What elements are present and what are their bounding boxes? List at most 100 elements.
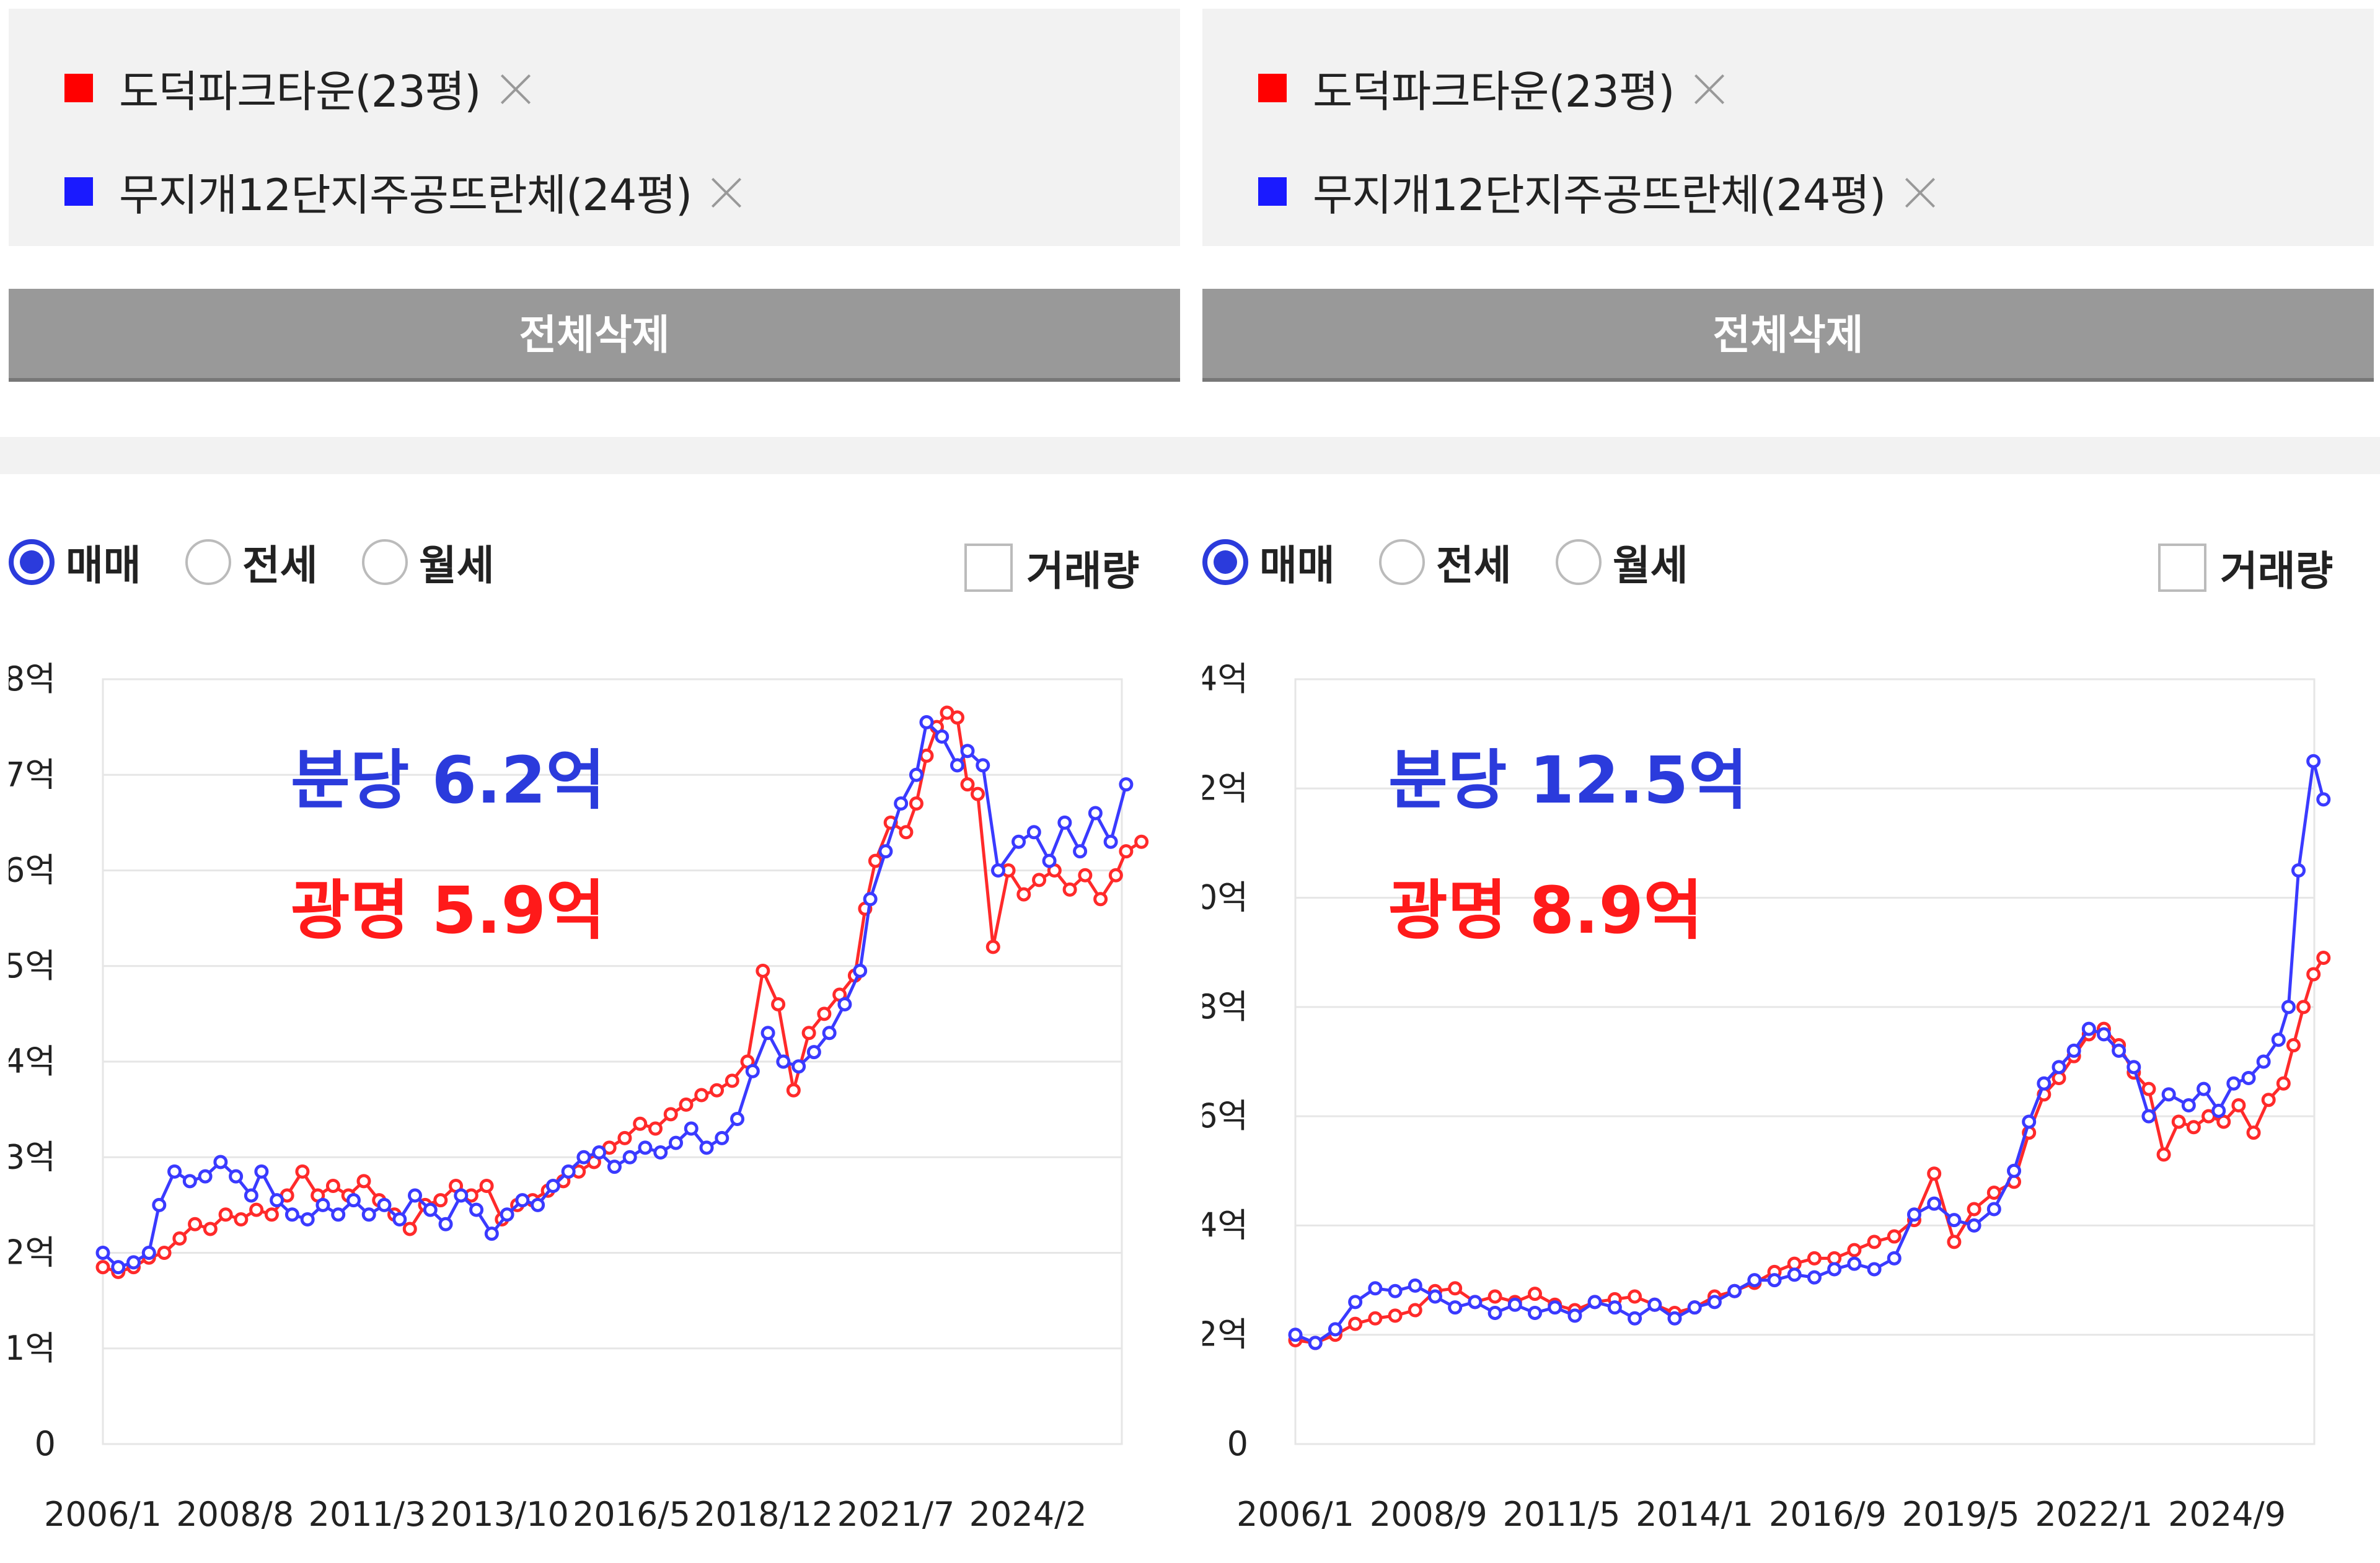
data-point xyxy=(2306,967,2321,982)
data-point xyxy=(213,1155,228,1169)
y-tick-label: 5억 xyxy=(9,946,56,985)
radio-icon[interactable] xyxy=(1379,539,1425,585)
checkbox-icon[interactable] xyxy=(964,544,1013,592)
remove-icon[interactable] xyxy=(1691,69,1728,107)
delete-all-button[interactable]: 전체삭제 xyxy=(9,289,1180,382)
data-point xyxy=(801,1026,816,1041)
data-point xyxy=(617,1130,632,1145)
data-point xyxy=(894,796,909,811)
legend-label: 무지개12단지주공뜨란체(24평) xyxy=(1313,169,1886,221)
radio-sale[interactable]: 매매 xyxy=(9,528,141,596)
data-point xyxy=(1073,844,1088,859)
data-point xyxy=(771,997,786,1011)
volume-checkbox[interactable]: 거래량 xyxy=(2158,538,2333,597)
radio-monthly[interactable]: 월세 xyxy=(362,528,494,596)
radio-jeonse[interactable]: 전세 xyxy=(1379,528,1511,596)
remove-icon[interactable] xyxy=(497,69,534,107)
data-point xyxy=(991,863,1006,878)
radio-selected-icon[interactable] xyxy=(9,539,55,585)
y-tick-label: 7억 xyxy=(9,755,56,794)
radio-sale[interactable]: 매매 xyxy=(1202,528,1334,596)
data-point xyxy=(2141,1081,2156,1096)
data-point xyxy=(2276,1076,2291,1091)
data-point xyxy=(1078,868,1093,883)
data-point xyxy=(1119,777,1134,792)
data-point xyxy=(1088,806,1103,821)
data-point xyxy=(2037,1076,2052,1091)
radio-monthly[interactable]: 월세 xyxy=(1556,528,1688,596)
data-point xyxy=(1062,882,1077,897)
data-point xyxy=(868,853,883,868)
data-point xyxy=(1408,1278,1422,1293)
annotation-label: 분당 12.5억 xyxy=(1388,742,1748,818)
data-point xyxy=(1827,1262,1842,1277)
data-point xyxy=(976,758,990,773)
radio-label: 전세 xyxy=(1436,542,1512,589)
data-point xyxy=(653,1145,668,1160)
radio-label: 매매 xyxy=(1259,542,1335,589)
delete-all-button[interactable]: 전체삭제 xyxy=(1202,289,2374,382)
data-point xyxy=(2127,1060,2141,1075)
data-point xyxy=(270,1193,284,1208)
x-tick-label: 2018/12 xyxy=(694,1495,833,1534)
data-point xyxy=(791,1059,806,1074)
data-point xyxy=(95,1246,110,1260)
data-point xyxy=(1368,1311,1383,1326)
radio-icon[interactable] xyxy=(185,539,231,585)
y-tick-label: 4억 xyxy=(9,1042,56,1081)
data-point xyxy=(1011,834,1026,849)
radio-label: 월세 xyxy=(419,542,495,589)
legend-label: 도덕파크타운(23평) xyxy=(1313,66,1675,117)
y-tick-label: 8억 xyxy=(1202,987,1248,1026)
data-point xyxy=(919,748,934,763)
data-point xyxy=(1468,1295,1483,1310)
radio-icon[interactable] xyxy=(362,539,408,585)
data-point xyxy=(515,1193,530,1208)
data-point xyxy=(1348,1316,1363,1331)
data-point xyxy=(188,1217,203,1231)
data-point xyxy=(1906,1207,1921,1222)
data-point xyxy=(1767,1273,1782,1288)
data-point xyxy=(218,1207,233,1222)
data-point xyxy=(1727,1283,1742,1298)
y-tick-label: 6억 xyxy=(9,851,56,890)
data-point xyxy=(837,997,852,1011)
data-point xyxy=(2181,1098,2196,1113)
data-point xyxy=(960,777,975,792)
x-tick-label: 2021/7 xyxy=(837,1495,954,1534)
data-point xyxy=(2316,951,2331,966)
volume-label: 거래량 xyxy=(1026,547,1140,595)
data-point xyxy=(229,1169,244,1184)
data-point xyxy=(1057,815,1072,830)
data-point xyxy=(1986,1202,2001,1217)
data-point xyxy=(1032,873,1047,887)
data-point xyxy=(607,1160,622,1174)
data-point xyxy=(684,1121,699,1136)
data-point xyxy=(950,758,964,773)
data-point xyxy=(1887,1229,1902,1244)
annotation-label: 분당 6.2억 xyxy=(291,742,605,818)
data-point xyxy=(2246,1125,2261,1140)
radio-jeonse[interactable]: 전세 xyxy=(185,528,317,596)
y-tick-label: 0 xyxy=(35,1424,56,1463)
data-point xyxy=(1108,868,1123,883)
data-point xyxy=(1887,1251,1902,1266)
radio-icon[interactable] xyxy=(1556,539,1602,585)
data-point xyxy=(244,1188,258,1203)
data-point xyxy=(1368,1281,1383,1296)
volume-label: 거래량 xyxy=(2220,547,2334,595)
data-point xyxy=(633,1116,648,1131)
checkbox-icon[interactable] xyxy=(2158,544,2206,592)
radio-selected-icon[interactable] xyxy=(1202,539,1248,585)
data-point xyxy=(1408,1303,1422,1318)
price-chart-right: 0 2억 4억 6억 8억 10억 12억 14억 2006/1 2008/9 2011/5 2014… xyxy=(1202,659,2331,1534)
data-point xyxy=(694,1088,709,1103)
remove-icon[interactable] xyxy=(708,173,745,210)
data-point xyxy=(985,940,1000,954)
data-point xyxy=(786,1083,801,1098)
volume-checkbox[interactable]: 거래량 xyxy=(964,538,1139,597)
data-point xyxy=(2112,1043,2127,1058)
x-tick-label: 2016/9 xyxy=(1769,1495,1887,1534)
remove-icon[interactable] xyxy=(1902,173,1939,210)
data-point xyxy=(745,1063,760,1078)
